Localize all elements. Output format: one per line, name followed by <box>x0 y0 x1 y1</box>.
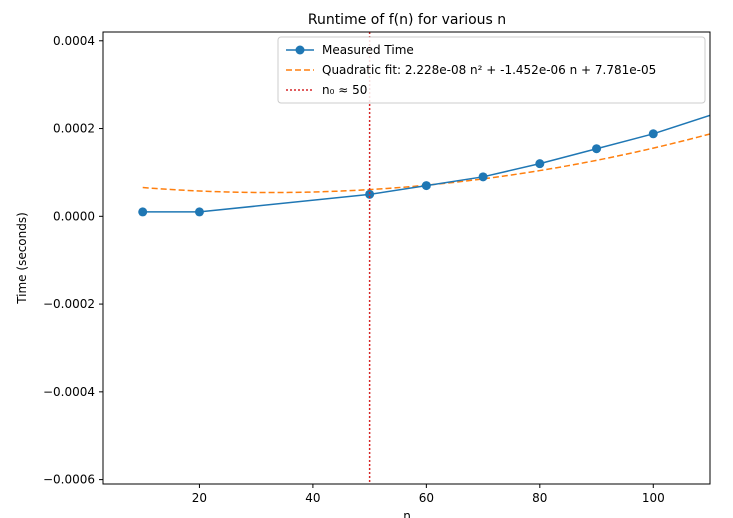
legend-marker <box>295 45 305 55</box>
x-axis-label: n <box>403 509 411 518</box>
legend-box <box>277 36 706 104</box>
legend-label: n₀ ≈ 50 <box>322 83 367 97</box>
y-axis-label: Time (seconds) <box>15 212 29 305</box>
x-tick-label: 40 <box>305 491 320 505</box>
chart-title: Runtime of f(n) for various n <box>308 12 506 28</box>
measured-point <box>478 172 488 182</box>
y-tick-label: 0.0004 <box>53 34 95 48</box>
measured-point <box>535 159 545 169</box>
y-tick-label: −0.0002 <box>43 297 95 311</box>
legend: Measured Time Quadratic fit: 2.228e-08 n²… <box>277 36 706 104</box>
x-axis: 20 40 60 80 100 <box>192 484 665 505</box>
y-axis: −0.0006 −0.0004 −0.0002 0.0000 0.0002 0.0004 <box>43 34 103 487</box>
measured-line <box>142 114 710 213</box>
x-tick-label: 60 <box>419 491 434 505</box>
y-tick-label: −0.0004 <box>43 385 95 399</box>
measured-point <box>138 207 148 217</box>
measured-point <box>365 189 375 199</box>
x-tick-label: 20 <box>192 491 207 505</box>
measured-point <box>421 181 431 191</box>
legend-label: Quadratic fit: 2.228e-08 n² + -1.452e-06… <box>322 63 656 77</box>
measured-point <box>592 144 602 154</box>
y-tick-label: 0.0000 <box>53 209 95 223</box>
measured-point <box>648 129 658 139</box>
x-tick-label: 100 <box>642 491 665 505</box>
plot-area <box>138 32 710 484</box>
plot-frame <box>102 31 711 485</box>
legend-label: Measured Time <box>322 43 414 57</box>
x-tick-label: 80 <box>532 491 547 505</box>
y-tick-label: 0.0002 <box>53 122 95 136</box>
measured-point <box>194 207 204 217</box>
y-tick-label: −0.0006 <box>43 473 95 487</box>
